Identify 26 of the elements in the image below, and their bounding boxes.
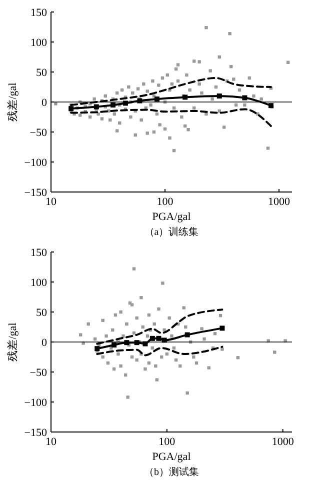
x-tick-label: 10: [46, 436, 57, 448]
y-tick-label: 100: [30, 36, 48, 49]
x-axis-title: PGA/gal: [152, 451, 191, 463]
y-axis-title: 残差/gal: [6, 82, 19, 122]
y-tick-label: −150: [24, 426, 48, 439]
y-tick-label: 150: [30, 246, 48, 259]
y-axis-title: 残差/gal: [6, 322, 19, 362]
y-tick-label: 0: [42, 336, 48, 349]
x-tick-label: 10: [46, 196, 57, 208]
text: （a）训练集: [144, 226, 199, 238]
y-tick-label: −100: [24, 396, 48, 409]
y-tick-label: 50: [36, 66, 48, 79]
y-tick-label: 100: [30, 276, 48, 289]
y-tick-label: 0: [42, 96, 48, 109]
y-tick-label: 150: [30, 6, 48, 19]
y-tick-label: −100: [24, 156, 48, 169]
y-tick-label: −150: [24, 186, 48, 199]
text: （b）测试集: [144, 466, 199, 478]
x-tick-label: 1000: [272, 436, 294, 448]
y-tick-label: 50: [36, 306, 48, 319]
y-tick-label: −50: [30, 126, 48, 139]
x-tick-label: 1000: [268, 196, 291, 208]
x-tick-label: 100: [156, 196, 174, 208]
y-tick-label: −50: [30, 366, 48, 379]
x-axis-title: PGA/gal: [152, 211, 191, 223]
x-tick-label: 100: [158, 436, 176, 448]
